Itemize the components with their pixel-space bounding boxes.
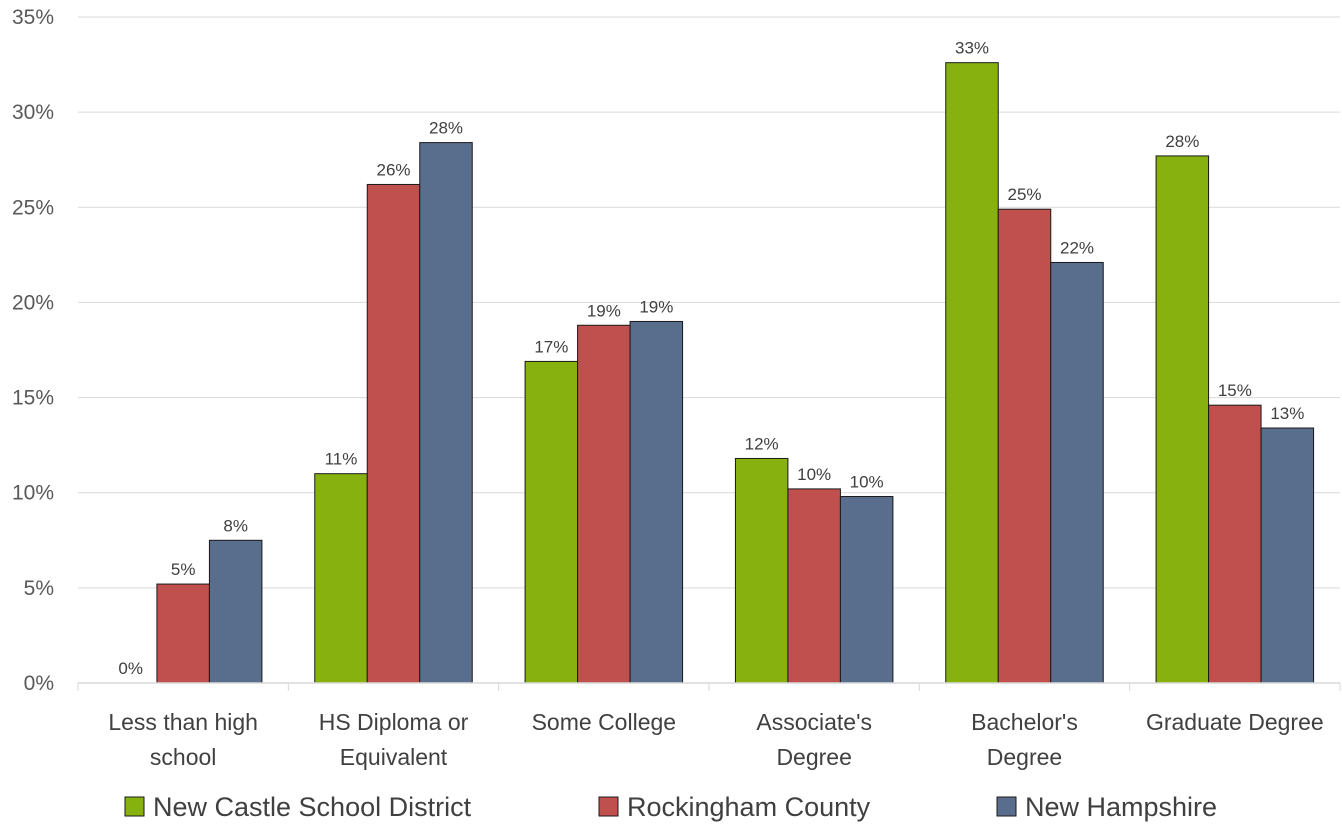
- x-category-label: Equivalent: [340, 744, 448, 770]
- data-label: 5%: [171, 560, 196, 579]
- x-category-label: Graduate Degree: [1146, 709, 1324, 735]
- y-tick-label: 20%: [12, 291, 54, 314]
- bar: [524, 360, 579, 684]
- bars: [156, 62, 1315, 684]
- y-tick-label: 10%: [12, 482, 54, 505]
- legend-label: New Castle School District: [153, 792, 472, 822]
- legend: New Castle School District Rockingham Cou…: [124, 792, 1217, 822]
- data-label: 22%: [1060, 238, 1094, 257]
- data-label: 28%: [429, 119, 463, 138]
- data-label: 0%: [118, 659, 143, 678]
- x-category-label: Less than high: [108, 709, 258, 735]
- bar: [1260, 427, 1315, 684]
- data-label: 15%: [1218, 381, 1252, 400]
- y-tick-label: 35%: [12, 6, 54, 29]
- bar: [577, 324, 631, 684]
- x-category-label: Degree: [987, 744, 1062, 770]
- x-category-label: HS Diploma or: [319, 709, 469, 735]
- x-category-label: Bachelor's: [971, 709, 1078, 735]
- bar: [997, 208, 1052, 684]
- bar: [839, 496, 894, 684]
- x-category-label: Some College: [532, 709, 676, 735]
- legend-label: New Hampshire: [1025, 792, 1217, 822]
- y-tick-label: 15%: [12, 387, 54, 410]
- bar: [366, 183, 421, 684]
- bar: [629, 320, 684, 684]
- data-label: 11%: [325, 450, 358, 469]
- data-label: 8%: [223, 516, 248, 535]
- bar: [1208, 404, 1262, 684]
- legend-swatch: [598, 796, 619, 817]
- legend-swatch: [996, 796, 1017, 817]
- bar: [208, 539, 263, 684]
- y-tick-label: 30%: [12, 101, 54, 124]
- data-label: 12%: [745, 434, 779, 453]
- y-tick-label: 25%: [12, 196, 54, 219]
- bar: [1155, 155, 1210, 684]
- data-label: 10%: [850, 473, 884, 492]
- gridlines: [78, 16, 1340, 589]
- bar: [156, 583, 210, 684]
- y-axis: 0% 5% 10% 15% 20% 25% 30% 35%: [12, 6, 54, 695]
- data-label: 25%: [1007, 185, 1041, 204]
- y-tick-label: 5%: [24, 577, 54, 600]
- legend-swatch: [124, 796, 145, 817]
- data-label: 28%: [1165, 132, 1199, 151]
- x-category-label: Degree: [776, 744, 851, 770]
- data-label: 19%: [639, 297, 673, 316]
- data-labels: 0% 5% 8% 11% 26% 28% 17% 19% 19% 12% 10% 10% 33% 25% 2…: [118, 39, 1304, 678]
- x-axis: Less than high school HS Diploma or Equival…: [77, 682, 1341, 770]
- x-category-label: Associate's: [756, 709, 872, 735]
- data-label: 17%: [534, 337, 568, 356]
- data-label: 26%: [376, 160, 410, 179]
- data-label: 10%: [797, 465, 831, 484]
- x-category-label: school: [150, 744, 216, 770]
- data-label: 33%: [955, 39, 989, 58]
- bar: [419, 142, 473, 684]
- y-tick-label: 0%: [24, 672, 54, 695]
- data-label: 13%: [1270, 404, 1304, 423]
- bar: [314, 473, 368, 684]
- bar: [1050, 261, 1104, 684]
- bar: [787, 488, 841, 684]
- bar: [945, 62, 999, 684]
- data-label: 19%: [587, 301, 621, 320]
- bar: [734, 457, 789, 684]
- legend-label: Rockingham County: [627, 792, 871, 822]
